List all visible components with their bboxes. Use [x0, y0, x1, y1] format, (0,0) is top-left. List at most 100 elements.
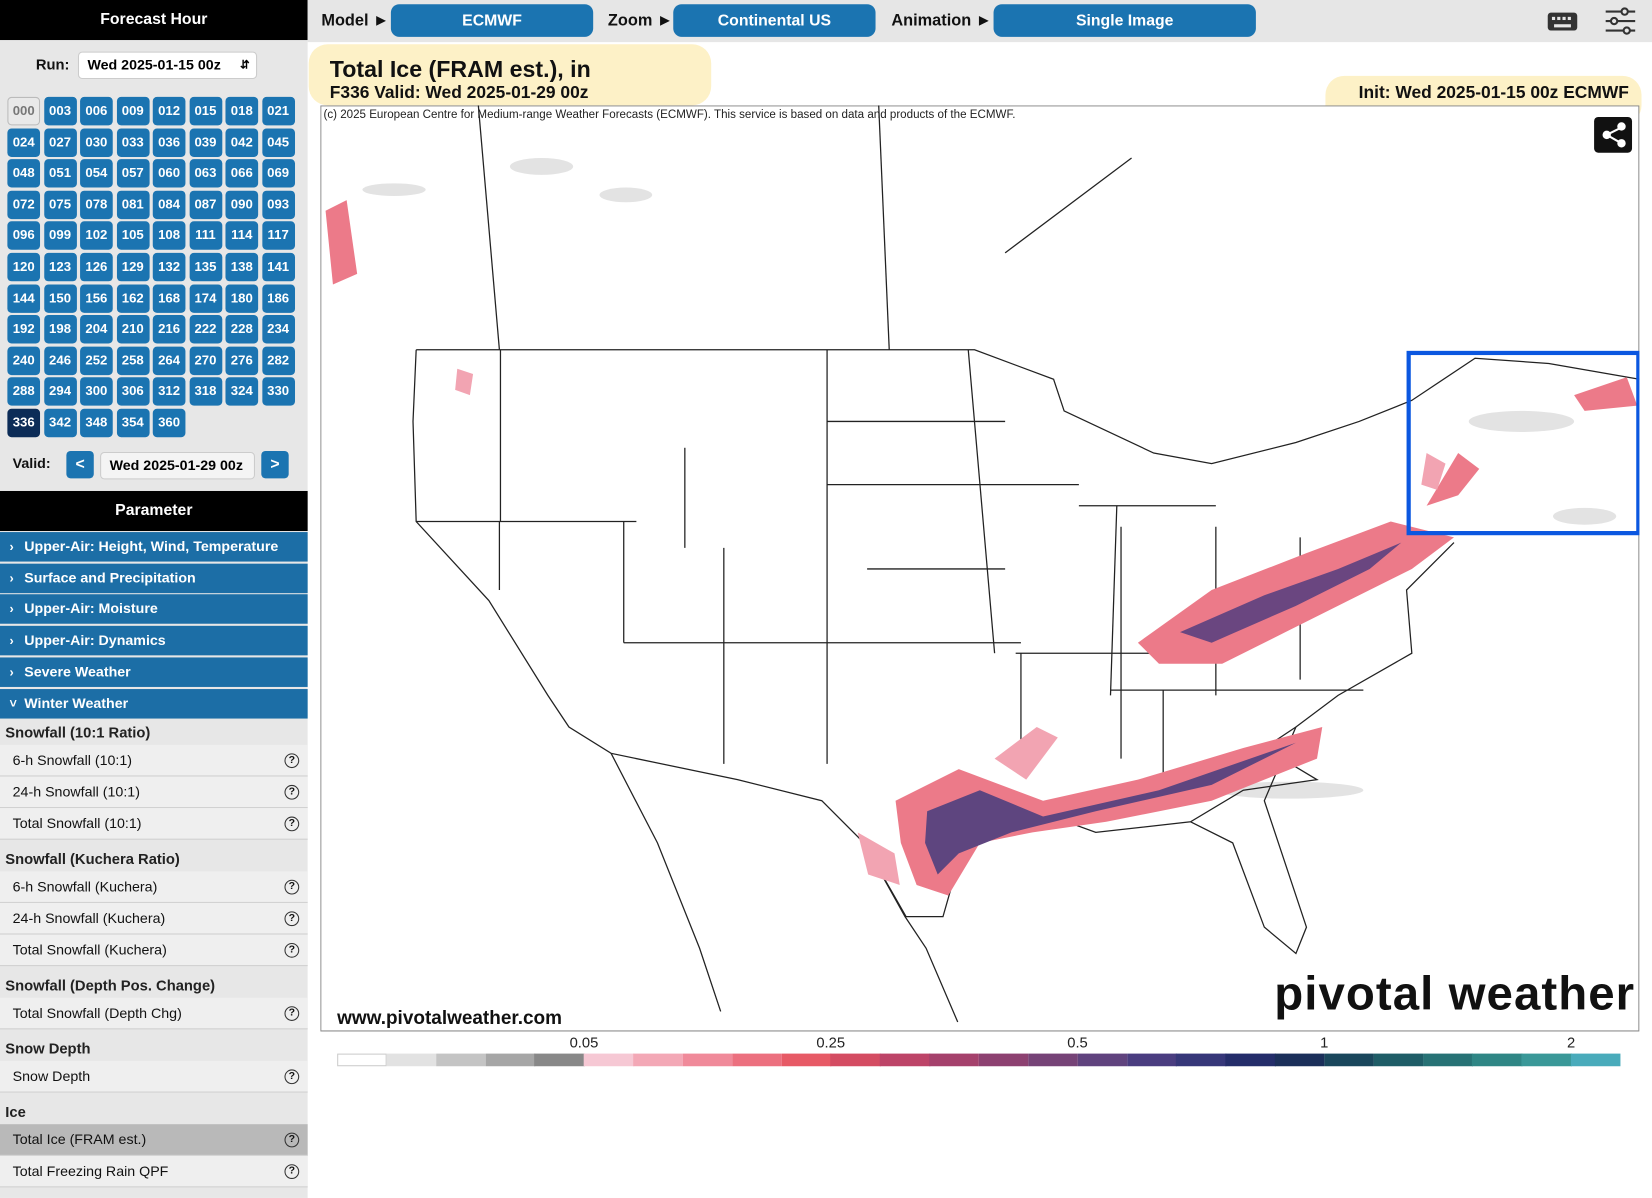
help-icon[interactable]: ?: [284, 1006, 300, 1021]
hour-button[interactable]: 156: [80, 284, 113, 313]
hour-button[interactable]: 204: [80, 315, 113, 344]
help-icon[interactable]: ?: [284, 753, 300, 769]
hour-button[interactable]: 186: [261, 284, 295, 313]
hour-button[interactable]: 354: [116, 408, 150, 438]
category-button[interactable]: › Surface and Precipitation: [0, 563, 308, 593]
help-icon[interactable]: ?: [284, 1069, 300, 1085]
hour-button[interactable]: 228: [225, 315, 259, 344]
hour-button[interactable]: 318: [189, 377, 222, 407]
hour-button[interactable]: 033: [116, 128, 150, 157]
hour-button[interactable]: 102: [80, 221, 113, 251]
hour-button[interactable]: 126: [80, 252, 113, 282]
hour-button[interactable]: 258: [116, 346, 150, 375]
parameter-item[interactable]: 24-h Snowfall (10:1)?: [0, 776, 308, 809]
hour-button[interactable]: 192: [7, 315, 41, 344]
hour-button[interactable]: 036: [152, 128, 186, 157]
category-button[interactable]: › Upper-Air: Moisture: [0, 594, 308, 625]
model-button[interactable]: ECMWF: [390, 4, 594, 37]
hour-button[interactable]: 120: [7, 252, 41, 282]
hour-button[interactable]: 060: [152, 159, 186, 188]
hour-button[interactable]: 141: [261, 252, 295, 282]
hour-button[interactable]: 081: [116, 190, 150, 219]
hour-button[interactable]: 066: [225, 159, 259, 188]
hour-button[interactable]: 246: [43, 346, 77, 375]
hour-button[interactable]: 300: [80, 377, 113, 407]
hour-button[interactable]: 078: [80, 190, 113, 219]
hour-button[interactable]: 360: [152, 408, 186, 438]
parameter-item[interactable]: Total Ice (FRAM est.)?: [0, 1124, 308, 1156]
help-icon[interactable]: ?: [284, 1132, 300, 1148]
hour-button[interactable]: 129: [116, 252, 150, 282]
help-icon[interactable]: ?: [284, 816, 300, 832]
hour-button[interactable]: 105: [116, 221, 150, 251]
hour-button[interactable]: 048: [7, 159, 41, 188]
help-icon[interactable]: ?: [284, 942, 300, 958]
parameter-item[interactable]: 24-h Snowfall (Kuchera)?: [0, 902, 308, 935]
hour-button[interactable]: 012: [152, 96, 186, 126]
hour-button[interactable]: 324: [225, 377, 259, 407]
hour-button[interactable]: 108: [152, 221, 186, 251]
help-icon[interactable]: ?: [284, 1164, 300, 1179]
hour-button[interactable]: 174: [189, 284, 222, 313]
hour-button[interactable]: 087: [189, 190, 222, 219]
hour-button[interactable]: 135: [189, 252, 222, 282]
hour-button[interactable]: 090: [225, 190, 259, 219]
hour-button[interactable]: 000: [7, 96, 41, 126]
hour-button[interactable]: 018: [225, 96, 259, 126]
hour-button[interactable]: 045: [261, 128, 295, 157]
parameter-item[interactable]: Total Snowfall (Kuchera)?: [0, 934, 308, 967]
hour-button[interactable]: 240: [7, 346, 41, 375]
hour-button[interactable]: 168: [152, 284, 186, 313]
hour-button[interactable]: 075: [43, 190, 77, 219]
help-icon[interactable]: ?: [284, 911, 300, 927]
hour-button[interactable]: 312: [152, 377, 186, 407]
hour-button[interactable]: 264: [152, 346, 186, 375]
hour-button[interactable]: 063: [189, 159, 222, 188]
hour-button[interactable]: 057: [116, 159, 150, 188]
parameter-item[interactable]: 6-h Snowfall (Kuchera)?: [0, 871, 308, 903]
hour-button[interactable]: 294: [43, 377, 77, 407]
hour-button[interactable]: 039: [189, 128, 222, 157]
hour-button[interactable]: 216: [152, 315, 186, 344]
parameter-item[interactable]: 6-h Snowfall (10:1)?: [0, 744, 308, 777]
hour-button[interactable]: 222: [189, 315, 222, 344]
help-icon[interactable]: ?: [284, 879, 300, 895]
hour-button[interactable]: 150: [43, 284, 77, 313]
settings-icon[interactable]: [1604, 5, 1638, 37]
hour-button[interactable]: 051: [43, 159, 77, 188]
hour-button[interactable]: 021: [261, 96, 295, 126]
hour-button[interactable]: 006: [80, 96, 113, 126]
hour-button[interactable]: 117: [261, 221, 295, 251]
category-button[interactable]: › Severe Weather: [0, 657, 308, 687]
hour-button[interactable]: 210: [116, 315, 150, 344]
parameter-item[interactable]: Snow Depth?: [0, 1060, 308, 1093]
hour-button[interactable]: 234: [261, 315, 295, 344]
help-icon[interactable]: ?: [284, 784, 300, 800]
hour-button[interactable]: 276: [225, 346, 259, 375]
category-button[interactable]: › Upper-Air: Height, Wind, Temperature: [0, 532, 308, 562]
hour-button[interactable]: 003: [43, 96, 77, 126]
parameter-item[interactable]: Total Snowfall (10:1)?: [0, 808, 308, 840]
hour-button[interactable]: 342: [43, 408, 77, 438]
hour-button[interactable]: 111: [189, 221, 222, 251]
hour-button[interactable]: 093: [261, 190, 295, 219]
hour-button[interactable]: 042: [225, 128, 259, 157]
prev-button[interactable]: <: [66, 450, 94, 479]
category-button[interactable]: › Upper-Air: Dynamics: [0, 625, 308, 656]
hour-button[interactable]: 348: [80, 408, 113, 438]
hour-button[interactable]: 198: [43, 315, 77, 344]
hour-button[interactable]: 162: [116, 284, 150, 313]
hour-button[interactable]: 027: [43, 128, 77, 157]
category-button[interactable]: ˅ Winter Weather: [0, 688, 308, 719]
animation-button[interactable]: Single Image: [993, 4, 1256, 37]
hour-button[interactable]: 096: [7, 221, 41, 251]
hour-button[interactable]: 123: [43, 252, 77, 282]
hour-button[interactable]: 252: [80, 346, 113, 375]
run-select[interactable]: Wed 2025-01-15 00z ⇵: [77, 51, 258, 80]
hour-button[interactable]: 144: [7, 284, 41, 313]
hour-button[interactable]: 099: [43, 221, 77, 251]
hour-button[interactable]: 306: [116, 377, 150, 407]
hour-button[interactable]: 180: [225, 284, 259, 313]
hour-button[interactable]: 288: [7, 377, 41, 407]
hour-button[interactable]: 138: [225, 252, 259, 282]
